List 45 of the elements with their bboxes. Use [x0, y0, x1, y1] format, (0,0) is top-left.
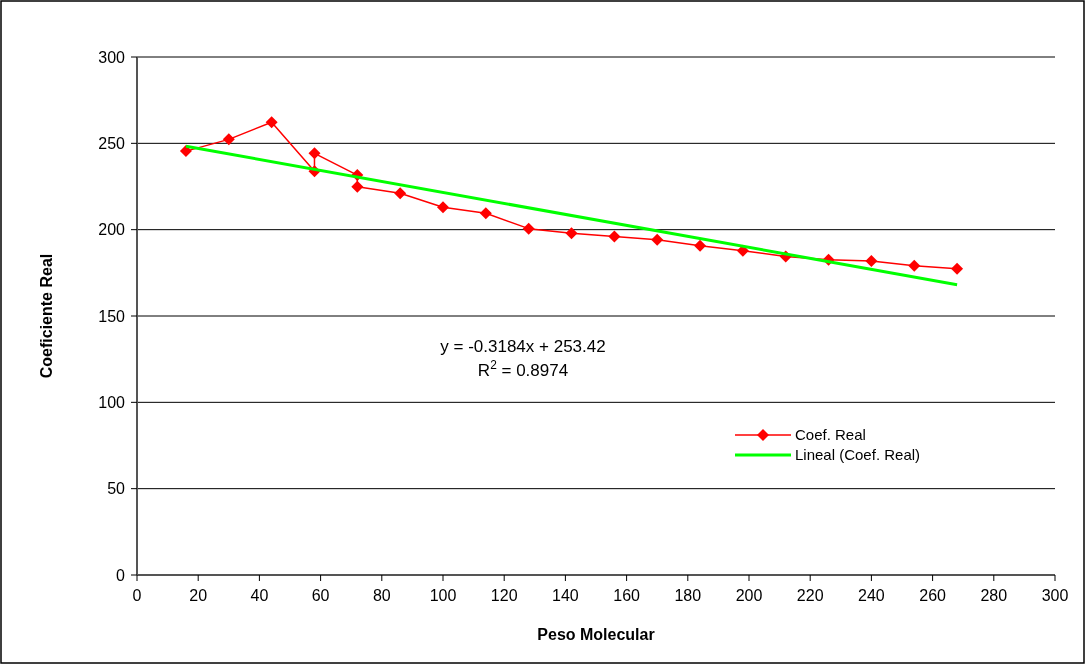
x-tick-label: 240 — [858, 587, 885, 604]
legend-label: Lineal (Coef. Real) — [795, 446, 921, 464]
point — [565, 227, 578, 240]
x-tick-label: 280 — [980, 587, 1008, 604]
annotation: R$^{2}$ = 0.8974 — [477, 358, 569, 380]
point — [951, 262, 964, 275]
y-axis-title: Coeficiente Real — [38, 253, 55, 379]
point — [394, 187, 407, 200]
point — [651, 233, 664, 246]
point — [308, 147, 321, 160]
point — [265, 116, 278, 129]
y-tick-label: 300 — [98, 48, 126, 66]
point — [479, 207, 492, 220]
point — [179, 145, 192, 158]
x-tick-label: 100 — [429, 587, 457, 604]
x-tick-label: 40 — [250, 587, 269, 604]
y-tick-label: 250 — [98, 134, 126, 152]
x-tick-label: 160 — [613, 587, 641, 604]
x-tick-label: 300 — [1041, 587, 1069, 604]
x-tick-label: 220 — [796, 587, 824, 604]
point — [865, 254, 878, 267]
point — [694, 239, 707, 252]
x-tick-label: 140 — [552, 587, 579, 604]
point — [908, 259, 921, 272]
y-tick-label: 100 — [98, 393, 126, 411]
x-tick-label: 180 — [674, 587, 702, 604]
legend-label: Coef. Real — [795, 426, 866, 444]
x-tick-label: 120 — [490, 587, 518, 604]
x-tick-label: 0 — [132, 587, 142, 604]
point — [222, 133, 235, 146]
annotation: y = -0.3184x + 253.42 — [440, 337, 606, 356]
x-tick-label: 60 — [311, 587, 330, 604]
x-tick-label: 80 — [372, 587, 391, 604]
point — [522, 222, 535, 235]
point — [608, 230, 621, 243]
x-tick-label: 260 — [919, 587, 947, 604]
y-tick-label: 150 — [98, 307, 126, 325]
point — [437, 201, 449, 214]
y-tick-label: 0 — [116, 566, 126, 584]
point — [351, 180, 364, 193]
x-tick-label: 200 — [735, 587, 763, 604]
x-tick-label: 20 — [189, 587, 208, 604]
y-tick-label: 200 — [98, 221, 126, 239]
x-axis-title: Peso Molecular — [537, 626, 655, 643]
y-tick-label: 50 — [107, 480, 126, 498]
